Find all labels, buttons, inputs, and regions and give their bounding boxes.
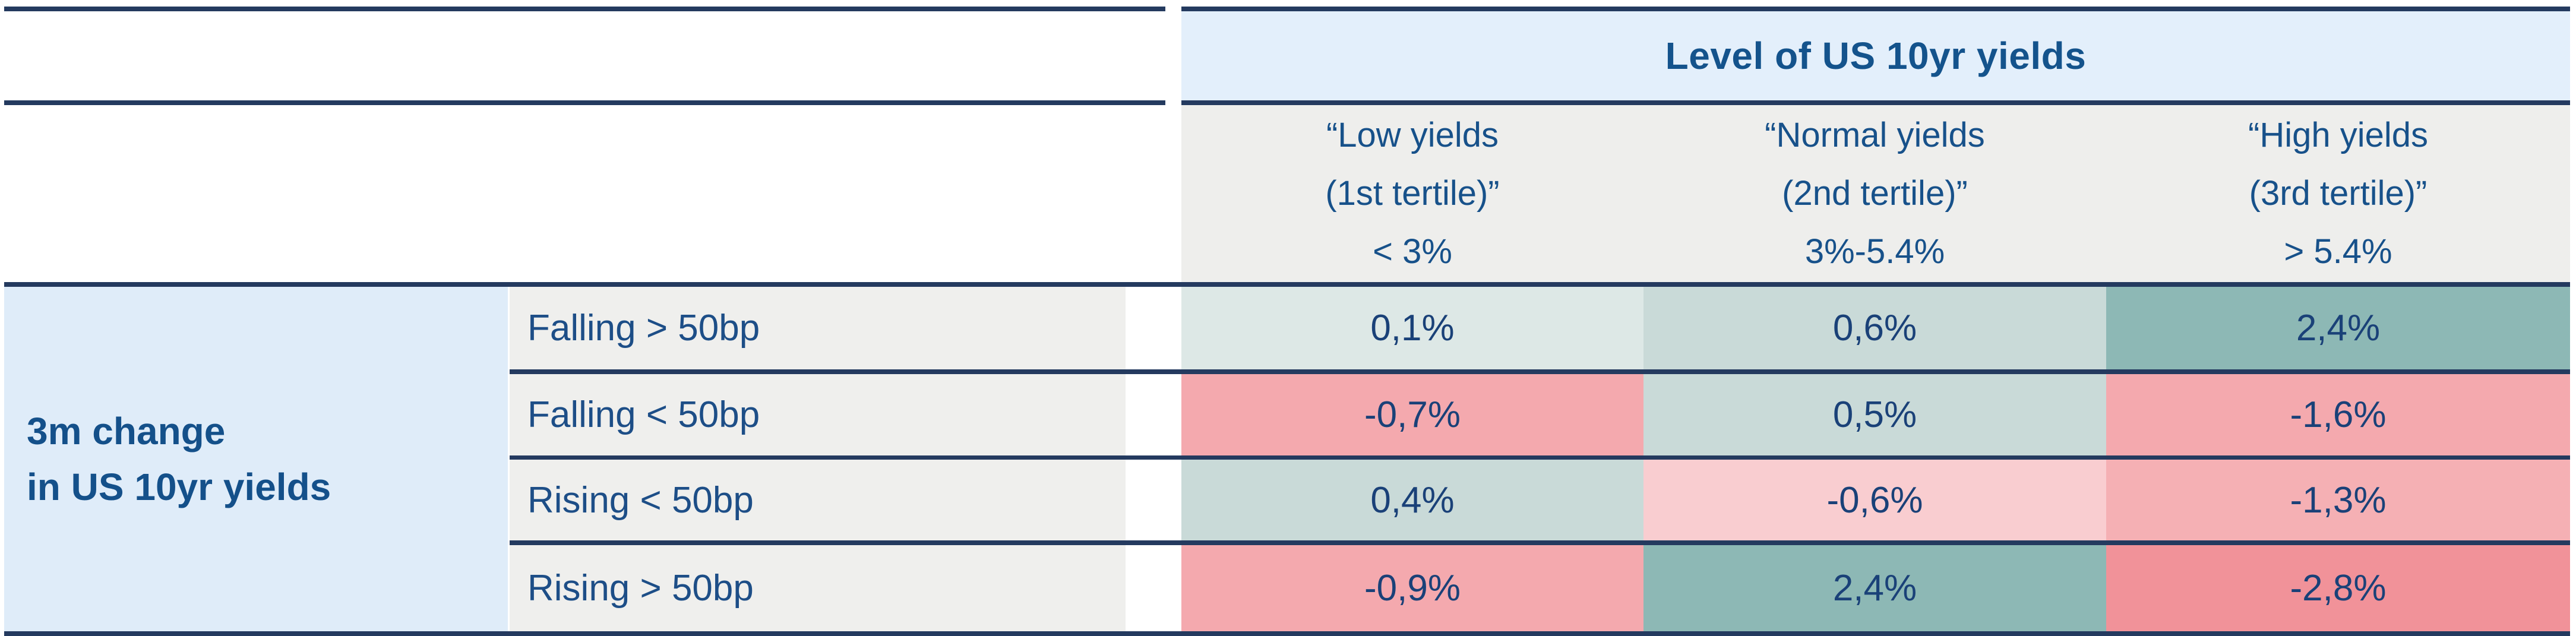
header-separator-right — [1181, 100, 2570, 105]
row-label-falling-gt-50bp: Falling > 50bp — [510, 287, 1126, 369]
heatmap-cell: 2,4% — [1643, 545, 2106, 631]
col-header-line: “Normal yields — [1765, 116, 1985, 154]
col-header-line: 3%-5.4% — [1804, 232, 1945, 271]
row-label-text: Falling > 50bp — [527, 308, 760, 349]
cell-value: -2,8% — [2290, 568, 2387, 609]
col-header-line: (2nd tertile)” — [1782, 174, 1968, 213]
heatmap-cell: -1,6% — [2106, 374, 2570, 455]
heatmap-cell: -2,8% — [2106, 545, 2570, 631]
rows-top-border — [4, 282, 2570, 287]
col-header-line: < 3% — [1373, 232, 1452, 271]
cell-value: 0,4% — [1370, 479, 1455, 521]
heatmap-cell: -1,3% — [2106, 460, 2570, 540]
cell-value: 0,1% — [1370, 308, 1455, 349]
heatmap-cell: -0,7% — [1181, 374, 1643, 455]
top-header-band: Level of US 10yr yields — [1181, 11, 2570, 100]
heatmap-cell: 2,4% — [2106, 287, 2570, 369]
cell-value: -1,3% — [2290, 479, 2387, 521]
heatmap-cell: 0,1% — [1181, 287, 1643, 369]
cell-value: -0,7% — [1364, 394, 1461, 435]
col-header-line: > 5.4% — [2284, 232, 2392, 271]
cell-value: 0,6% — [1832, 308, 1917, 349]
heatmap-cell: -0,9% — [1181, 545, 1643, 631]
bottom-border — [4, 631, 2570, 636]
col-header-line: (3rd tertile)” — [2249, 174, 2428, 213]
top-border-left — [4, 7, 1165, 11]
row-group-label-line: in US 10yr yields — [27, 466, 331, 508]
row-label-falling-lt-50bp: Falling < 50bp — [510, 374, 1126, 455]
cell-value: 0,5% — [1832, 394, 1917, 435]
col-header-line: “Low yields — [1326, 116, 1499, 154]
cell-value: -0,9% — [1364, 568, 1461, 609]
row-separator — [510, 369, 2570, 374]
row-group-label-cell: 3m change in US 10yr yields — [4, 287, 508, 631]
row-separator — [510, 540, 2570, 545]
col-header-line: “High yields — [2248, 116, 2428, 154]
cell-value: 2,4% — [2296, 308, 2381, 349]
cell-value: -1,6% — [2290, 394, 2387, 435]
row-label-text: Falling < 50bp — [527, 394, 760, 435]
col-header-normal-yields: “Normal yields (2nd tertile)” 3%-5.4% — [1643, 105, 2106, 282]
top-header-title: Level of US 10yr yields — [1665, 34, 2087, 77]
heatmap-cell: 0,5% — [1643, 374, 2106, 455]
col-header-low-yields: “Low yields (1st tertile)” < 3% — [1181, 105, 1643, 282]
row-label-rising-lt-50bp: Rising < 50bp — [510, 460, 1126, 540]
col-header-line: (1st tertile)” — [1325, 174, 1500, 213]
cell-value: -0,6% — [1826, 479, 1923, 521]
heatmap-cell: 0,4% — [1181, 460, 1643, 540]
heatmap-cell: -0,6% — [1643, 460, 2106, 540]
row-group-label-line: 3m change — [27, 410, 226, 453]
row-label-text: Rising < 50bp — [527, 479, 754, 521]
heatmap-cell: 0,6% — [1643, 287, 2106, 369]
cell-value: 2,4% — [1832, 568, 1917, 609]
top-border-right — [1181, 7, 2570, 11]
col-header-high-yields: “High yields (3rd tertile)” > 5.4% — [2106, 105, 2570, 282]
header-separator-left — [4, 100, 1165, 105]
row-label-text: Rising > 50bp — [527, 568, 754, 609]
row-separator — [510, 455, 2570, 460]
row-label-rising-gt-50bp: Rising > 50bp — [510, 545, 1126, 631]
